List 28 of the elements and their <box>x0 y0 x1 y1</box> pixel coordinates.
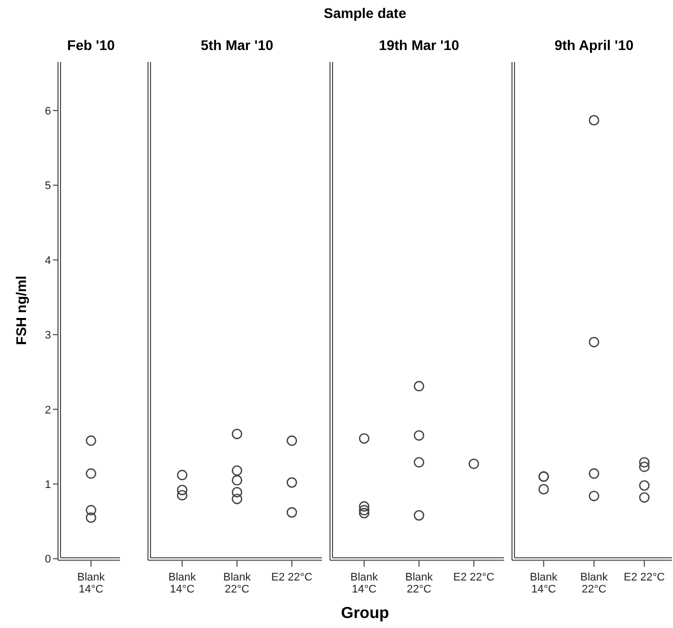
x-tick-label: Blank 14°C <box>77 572 106 596</box>
x-tick-label: Blank 22°C <box>580 572 608 596</box>
x-tick-label: E2 22°C <box>271 572 312 584</box>
y-tick-label: 3 <box>44 330 51 342</box>
x-tick-label: E2 22°C <box>453 572 494 584</box>
y-tick-label: 0 <box>44 554 51 566</box>
chart-title: Feb '10 <box>67 37 116 53</box>
y-tick-label: 4 <box>44 254 51 267</box>
point <box>86 435 96 446</box>
x-tick-label: Blank 22°C <box>405 572 434 596</box>
x-tick-label: Blank 14°C <box>530 572 558 596</box>
text: Sample date <box>324 5 406 21</box>
y-tick-label: 5 <box>44 180 51 192</box>
x-tick-label: Blank 14°C <box>168 572 196 596</box>
y-tick-label: 1 <box>44 479 51 492</box>
x-tick-label: E2 22°C <box>624 572 665 584</box>
point <box>86 504 96 516</box>
x-tick-label: Blank 14°C <box>350 572 378 596</box>
y-tick-label: 6 <box>44 106 51 118</box>
chart-title: 19th Mar '10 <box>378 37 460 53</box>
chart-title: 9th April '10 <box>554 37 634 53</box>
y-axis-title: FSH ng/ml <box>13 276 29 345</box>
point <box>86 468 96 479</box>
x-tick-label: Blank 22°C <box>223 572 252 596</box>
x-axis-title: Group <box>341 605 390 622</box>
y-tick-label: 2 <box>44 404 51 416</box>
point <box>86 512 96 523</box>
chart-title: 5th Mar '10 <box>200 37 274 53</box>
